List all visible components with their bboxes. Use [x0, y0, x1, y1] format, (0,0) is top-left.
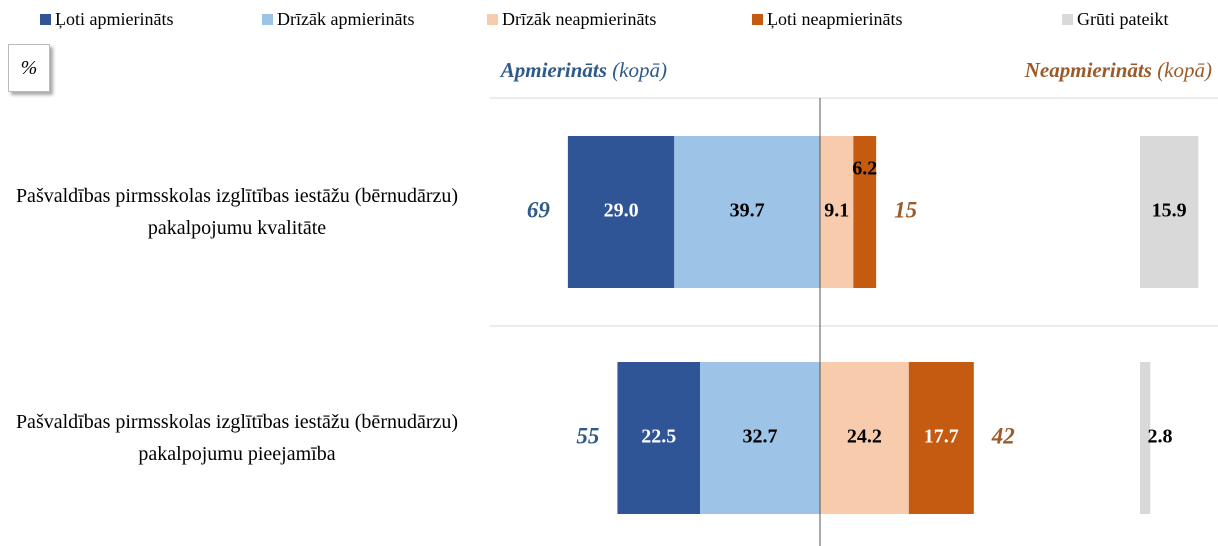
value-label: 32.7: [742, 426, 777, 448]
legend-swatch: [1062, 14, 1073, 25]
total-right: 15: [894, 197, 917, 222]
legend-label: Drīzāk apmierināts: [277, 9, 414, 29]
bar-segment: [699, 362, 820, 514]
unit-label: %: [8, 44, 50, 92]
bar-segment: [908, 362, 974, 514]
header-sub: (kopā): [612, 58, 667, 82]
category-label: Pašvaldības pirmsskolas izglītības iestā…: [15, 185, 459, 239]
bar-segment: [1140, 136, 1199, 288]
bar-segment: [820, 136, 854, 288]
column-header: Neapmierināts (kopā): [1024, 58, 1212, 82]
total-right: 42: [991, 423, 1015, 448]
legend-label: Drīzāk neapmierināts: [502, 9, 656, 29]
legend-label: Grūti pateikt: [1077, 9, 1168, 29]
value-label: 17.7: [924, 426, 959, 448]
bar-segment: [1140, 362, 1151, 514]
bar-segment: [617, 362, 700, 514]
bar-segment: [567, 136, 675, 288]
value-label: 9.1: [824, 200, 849, 222]
legend-swatch: [752, 14, 763, 25]
value-label: 2.8: [1148, 426, 1173, 448]
total-left: 55: [576, 423, 599, 448]
header-main: Neapmierināts: [1024, 58, 1152, 82]
value-label: 15.9: [1152, 200, 1187, 222]
header-sub: (kopā): [1157, 58, 1212, 82]
header-main: Apmierināts: [499, 58, 607, 82]
value-label: 24.2: [847, 426, 882, 448]
total-left: 69: [527, 197, 551, 222]
legend-swatch: [40, 14, 51, 25]
value-label: 22.5: [641, 426, 676, 448]
legend-label: Ļoti apmierināts: [55, 9, 173, 29]
legend-swatch: [487, 14, 498, 25]
legend-swatch: [262, 14, 273, 25]
bar-segment: [674, 136, 820, 288]
value-label: 39.7: [730, 200, 765, 222]
category-label: Pašvaldības pirmsskolas izglītības iestā…: [15, 411, 459, 465]
bar-segment: [820, 362, 909, 514]
value-label: 6.2: [852, 158, 877, 180]
legend-label: Ļoti neapmierināts: [767, 9, 902, 29]
bar-segment: [853, 136, 877, 288]
column-header: Apmierināts (kopā): [499, 58, 667, 82]
value-label: 29.0: [604, 200, 639, 222]
